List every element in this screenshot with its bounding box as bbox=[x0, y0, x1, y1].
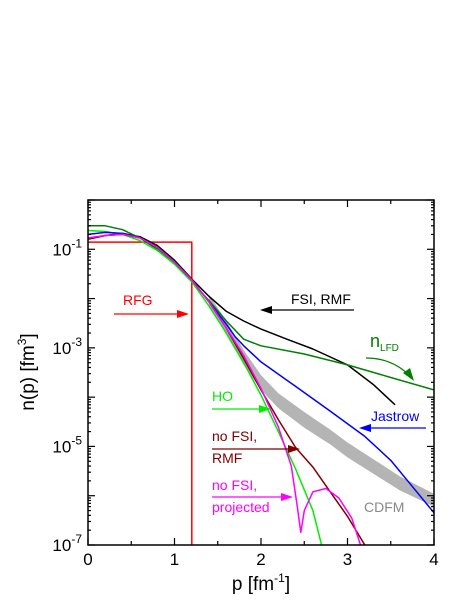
no-fsi-projected-arrowhead bbox=[281, 493, 293, 501]
ho-annotation: HO bbox=[212, 388, 271, 413]
no-fsi-rmf-label-line1: no FSI, bbox=[212, 428, 257, 444]
ho-label: HO bbox=[212, 388, 233, 404]
jastrow-annotation: Jastrow bbox=[359, 408, 426, 432]
no-fsi-rmf-arrowhead bbox=[288, 445, 300, 453]
series-line-no-fsi-projected bbox=[88, 233, 362, 545]
fsi-rmf-annotation: FSI, RMF bbox=[260, 291, 354, 314]
rfg-arrowhead bbox=[177, 310, 189, 318]
cdfm-label: CDFM bbox=[364, 499, 404, 515]
x-tick-label: 1 bbox=[170, 550, 179, 569]
y-tick-label: 10-5 bbox=[52, 433, 82, 456]
series-line-n-lfd bbox=[88, 225, 434, 391]
n-lfd-arrowhead bbox=[403, 368, 414, 381]
rfg-label: RFG bbox=[123, 292, 153, 308]
rfg-annotation: RFG bbox=[114, 292, 189, 318]
no-fsi-projected-label-line1: no FSI, bbox=[212, 477, 257, 493]
jastrow-label: Jastrow bbox=[371, 408, 420, 424]
no-fsi-rmf-annotation: no FSI, RMF bbox=[212, 428, 300, 466]
plot-frame bbox=[87, 199, 435, 546]
jastrow-arrowhead bbox=[359, 424, 371, 432]
y-tick-label: 10-1 bbox=[52, 236, 82, 259]
series-line-ho bbox=[88, 229, 323, 545]
y-axis-title: n(p) [fm3] bbox=[15, 333, 39, 410]
n-lfd-label: nLFD bbox=[370, 331, 399, 354]
series-line-fsi-rmf bbox=[88, 232, 396, 406]
n-lfd-annotation: nLFD bbox=[365, 331, 414, 381]
fsi-rmf-arrowhead bbox=[260, 306, 272, 314]
y-tick-label: 10-3 bbox=[52, 335, 82, 358]
no-fsi-projected-label-line2: projected bbox=[212, 499, 270, 515]
x-tick-label: 3 bbox=[343, 550, 352, 569]
y-tick-label: 10-7 bbox=[52, 532, 82, 555]
series-line-rfg bbox=[88, 241, 193, 545]
x-tick-label: 4 bbox=[429, 550, 438, 569]
x-tick-label: 2 bbox=[256, 550, 265, 569]
no-fsi-projected-annotation: no FSI, projected bbox=[212, 477, 293, 515]
cdfm-band bbox=[209, 294, 434, 507]
ho-arrowhead bbox=[259, 405, 271, 413]
n-lfd-arrow bbox=[365, 357, 411, 377]
x-tick-label: 0 bbox=[83, 550, 92, 569]
fsi-rmf-label: FSI, RMF bbox=[291, 291, 351, 307]
x-axis-title: p [fm-1] bbox=[232, 571, 290, 595]
no-fsi-rmf-label-line2: RMF bbox=[212, 450, 242, 466]
